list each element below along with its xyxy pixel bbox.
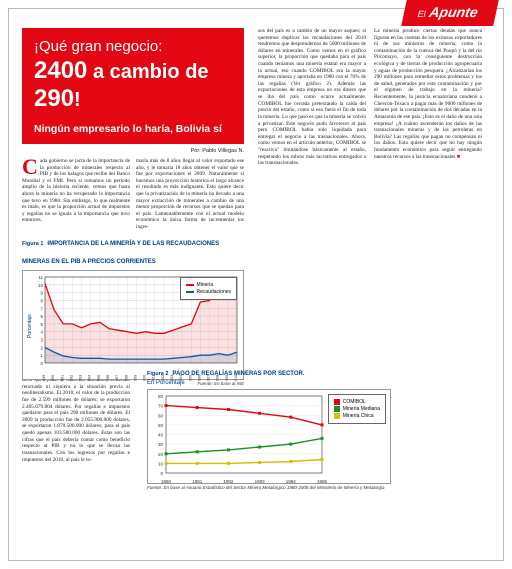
section-prefix: El — [417, 9, 427, 19]
figure-1-label: Figura 1 — [22, 241, 43, 247]
svg-text:5: 5 — [40, 322, 43, 327]
headline-line2: 2400 a cambio de 290! — [34, 57, 232, 113]
section-tab: El Apunte — [402, 0, 499, 26]
figure-2: Figura 2 PAGO DE REGALÍAS MINERAS POR SE… — [147, 362, 391, 490]
svg-text:1: 1 — [40, 353, 43, 358]
svg-text:11: 11 — [38, 275, 43, 280]
legend-swatch — [186, 291, 194, 293]
svg-text:3: 3 — [40, 338, 43, 343]
svg-text:60: 60 — [158, 413, 164, 418]
legend-swatch — [334, 406, 340, 412]
end-mark: ■ — [457, 154, 460, 160]
legend-row: Recaudaciones — [186, 289, 231, 295]
svg-text:2: 2 — [40, 345, 43, 350]
figure-2-label: Figura 2 — [147, 371, 168, 377]
byline: Por: Pablo Villegas N. — [22, 148, 244, 154]
body-col-3: sos del país es a cambio de un mayor saq… — [258, 28, 366, 167]
svg-text:0: 0 — [160, 471, 163, 476]
svg-text:1991: 1991 — [60, 375, 64, 381]
svg-text:1990: 1990 — [51, 375, 55, 381]
svg-text:4: 4 — [40, 330, 43, 335]
svg-text:1995: 1995 — [97, 375, 101, 381]
svg-text:1984: 1984 — [286, 479, 297, 484]
svg-text:9: 9 — [40, 291, 43, 296]
figure-1-legend: Minería Recaudaciones — [180, 277, 237, 300]
svg-text:1983: 1983 — [255, 479, 266, 484]
svg-text:10: 10 — [38, 283, 44, 288]
svg-text:7: 7 — [40, 306, 43, 311]
figure-2-subtitle: En Porcentaje — [147, 380, 391, 387]
body-col-4: La minería produce ciertas deudas que nu… — [374, 28, 482, 160]
headline-number-b: 290 — [34, 85, 74, 112]
legend-row: COMIBOL — [334, 399, 380, 405]
svg-text:8: 8 — [40, 298, 43, 303]
svg-text:1999: 1999 — [42, 375, 46, 381]
svg-text:10: 10 — [158, 461, 164, 466]
legend-row: Minería Chica — [334, 413, 380, 419]
body-col-1: Cada gobierno se jacta de la importancia… — [22, 158, 130, 224]
legend-row: Minería — [186, 282, 231, 288]
svg-text:1981: 1981 — [192, 479, 203, 484]
svg-text:50: 50 — [158, 423, 164, 428]
svg-text:1985: 1985 — [317, 479, 328, 484]
svg-text:30: 30 — [158, 442, 164, 447]
headline-sub: Ningún empresario lo haría, Bolivia sí — [34, 123, 232, 135]
legend-swatch — [186, 284, 194, 286]
headline-box: ¡Qué gran negocio: 2400 a cambio de 290!… — [22, 28, 244, 144]
legend-swatch — [334, 413, 340, 419]
figure-2-chart: 0 10 20 30 40 50 60 70 80 1980 1981 1982 1983 1984 198… — [147, 389, 391, 484]
svg-text:1998: 1998 — [124, 375, 128, 381]
legend-swatch — [334, 399, 340, 405]
svg-text:1992: 1992 — [69, 375, 73, 381]
svg-text:80: 80 — [158, 394, 164, 399]
body-col-2: maría más de 8 años llegar al valor expo… — [136, 158, 244, 231]
headline-line1: ¡Qué gran negocio: — [34, 38, 232, 55]
svg-text:1994: 1994 — [88, 375, 92, 381]
svg-text:40: 40 — [158, 432, 164, 437]
figure-2-legend: COMIBOL Minería Mediana Minería Chica — [328, 394, 386, 424]
figure-1-title: IMPORTANCIA DE LA MINERÍA Y DE LAS RECAU… — [22, 241, 219, 265]
svg-text:70: 70 — [158, 404, 164, 409]
svg-text:1980: 1980 — [161, 479, 172, 484]
figure-2-source: Fuente: En base al Anuario Estadístico d… — [147, 485, 391, 490]
svg-text:2000: 2000 — [143, 375, 147, 381]
figure-2-title: PAGO DE REGALÍAS MINERAS POR SECTOR. — [172, 371, 304, 377]
svg-text:1993: 1993 — [79, 375, 83, 381]
svg-text:0: 0 — [40, 361, 43, 366]
section-name: Apunte — [428, 4, 480, 20]
svg-text:6: 6 — [40, 314, 43, 319]
svg-text:1997: 1997 — [115, 375, 119, 381]
dropcap: C — [22, 158, 40, 176]
svg-text:Porcentaje: Porcentaje — [27, 314, 33, 338]
headline-number-a: 2400 — [34, 57, 87, 84]
svg-text:1996: 1996 — [106, 375, 110, 381]
svg-text:20: 20 — [158, 452, 164, 457]
legend-row: Minería Mediana — [334, 406, 380, 412]
svg-text:1999: 1999 — [133, 375, 137, 381]
svg-text:1982: 1982 — [223, 479, 234, 484]
